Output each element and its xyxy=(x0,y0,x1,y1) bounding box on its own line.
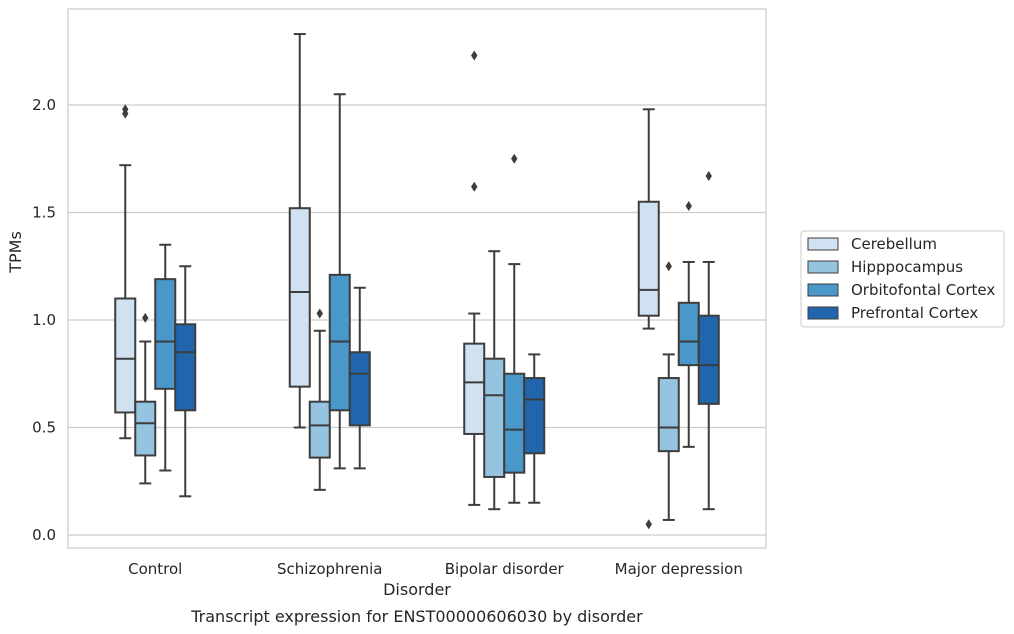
outlier-point xyxy=(645,519,652,530)
x-tick-label: Major depression xyxy=(615,560,743,578)
series-hipppocampus xyxy=(134,250,680,521)
outlier-point xyxy=(665,261,672,272)
box-iqr xyxy=(637,200,660,317)
box-iqr xyxy=(523,377,546,455)
box-iqr xyxy=(697,314,720,405)
legend-item: Prefrontal Cortex xyxy=(807,304,978,322)
box-iqr xyxy=(348,351,371,427)
legend-item: Hipppocampus xyxy=(807,258,963,276)
y-tick-label: 0.5 xyxy=(32,419,56,437)
box xyxy=(308,308,331,491)
box xyxy=(523,353,546,504)
box xyxy=(328,93,351,470)
box-series xyxy=(114,33,720,530)
legend-label: Hipppocampus xyxy=(851,258,963,276)
box-iqr xyxy=(328,273,351,412)
y-tick-label: 1.0 xyxy=(32,311,56,329)
legend-swatch xyxy=(807,283,839,297)
legend-item: Orbitofontal Cortex xyxy=(807,281,995,299)
box xyxy=(483,250,506,511)
box-iqr xyxy=(114,297,137,414)
outlier-point xyxy=(685,201,692,212)
x-tick-label: Control xyxy=(128,560,182,578)
box xyxy=(154,243,177,472)
box-iqr xyxy=(463,342,486,435)
y-axis-ticks: 0.0 0.5 1.0 1.5 2.0 xyxy=(32,96,56,544)
series-cerebellum xyxy=(114,33,660,530)
chart-caption: Transcript expression for ENST0000060603… xyxy=(190,607,643,626)
outlier-point xyxy=(142,312,149,323)
outlier-point xyxy=(705,170,712,181)
x-tick-label: Schizophrenia xyxy=(277,560,382,578)
legend-swatch xyxy=(807,260,839,274)
legend-swatch xyxy=(807,237,839,251)
legend-item: Cerebellum xyxy=(807,235,937,253)
y-tick-label: 2.0 xyxy=(32,96,56,114)
legend: Cerebellum Hipppocampus Orbitofontal Corte… xyxy=(800,230,1005,328)
box xyxy=(463,50,486,506)
outlier-point xyxy=(511,153,518,164)
outlier-point xyxy=(316,308,323,319)
box xyxy=(657,261,680,521)
legend-frame xyxy=(800,230,1005,328)
legend-label: Cerebellum xyxy=(851,235,937,253)
box-iqr xyxy=(483,357,506,478)
box-iqr xyxy=(657,377,680,453)
box xyxy=(174,265,197,498)
box-iqr xyxy=(677,301,700,367)
box xyxy=(677,201,700,448)
box xyxy=(114,104,137,440)
legend-label: Prefrontal Cortex xyxy=(851,304,978,322)
box-iqr xyxy=(154,278,177,390)
legend-swatch xyxy=(807,306,839,320)
box xyxy=(697,170,720,511)
box-iqr xyxy=(288,207,311,388)
outlier-point xyxy=(471,50,478,61)
box-iqr xyxy=(134,400,157,457)
series-prefrontal-cortex xyxy=(174,170,720,511)
outlier-point xyxy=(471,181,478,192)
box xyxy=(503,153,526,504)
plot-area-frame xyxy=(67,8,767,549)
box-iqr xyxy=(503,372,526,474)
x-axis-title: Disorder xyxy=(383,580,451,599)
box xyxy=(134,312,157,485)
box-iqr xyxy=(174,323,197,412)
y-axis-title: TPMs xyxy=(6,231,25,274)
x-tick-label: Bipolar disorder xyxy=(445,560,565,578)
y-tick-label: 1.5 xyxy=(32,204,56,222)
box-iqr xyxy=(308,400,331,459)
box xyxy=(288,33,311,429)
x-axis-ticks: Control Schizophrenia Bipolar disorder Majo… xyxy=(128,560,743,578)
legend-label: Orbitofontal Cortex xyxy=(851,281,995,299)
box xyxy=(348,286,371,470)
series-orbitofontal-cortex xyxy=(154,93,700,504)
outlier-point xyxy=(122,104,129,115)
y-tick-label: 0.0 xyxy=(32,526,56,544)
box xyxy=(637,108,660,530)
